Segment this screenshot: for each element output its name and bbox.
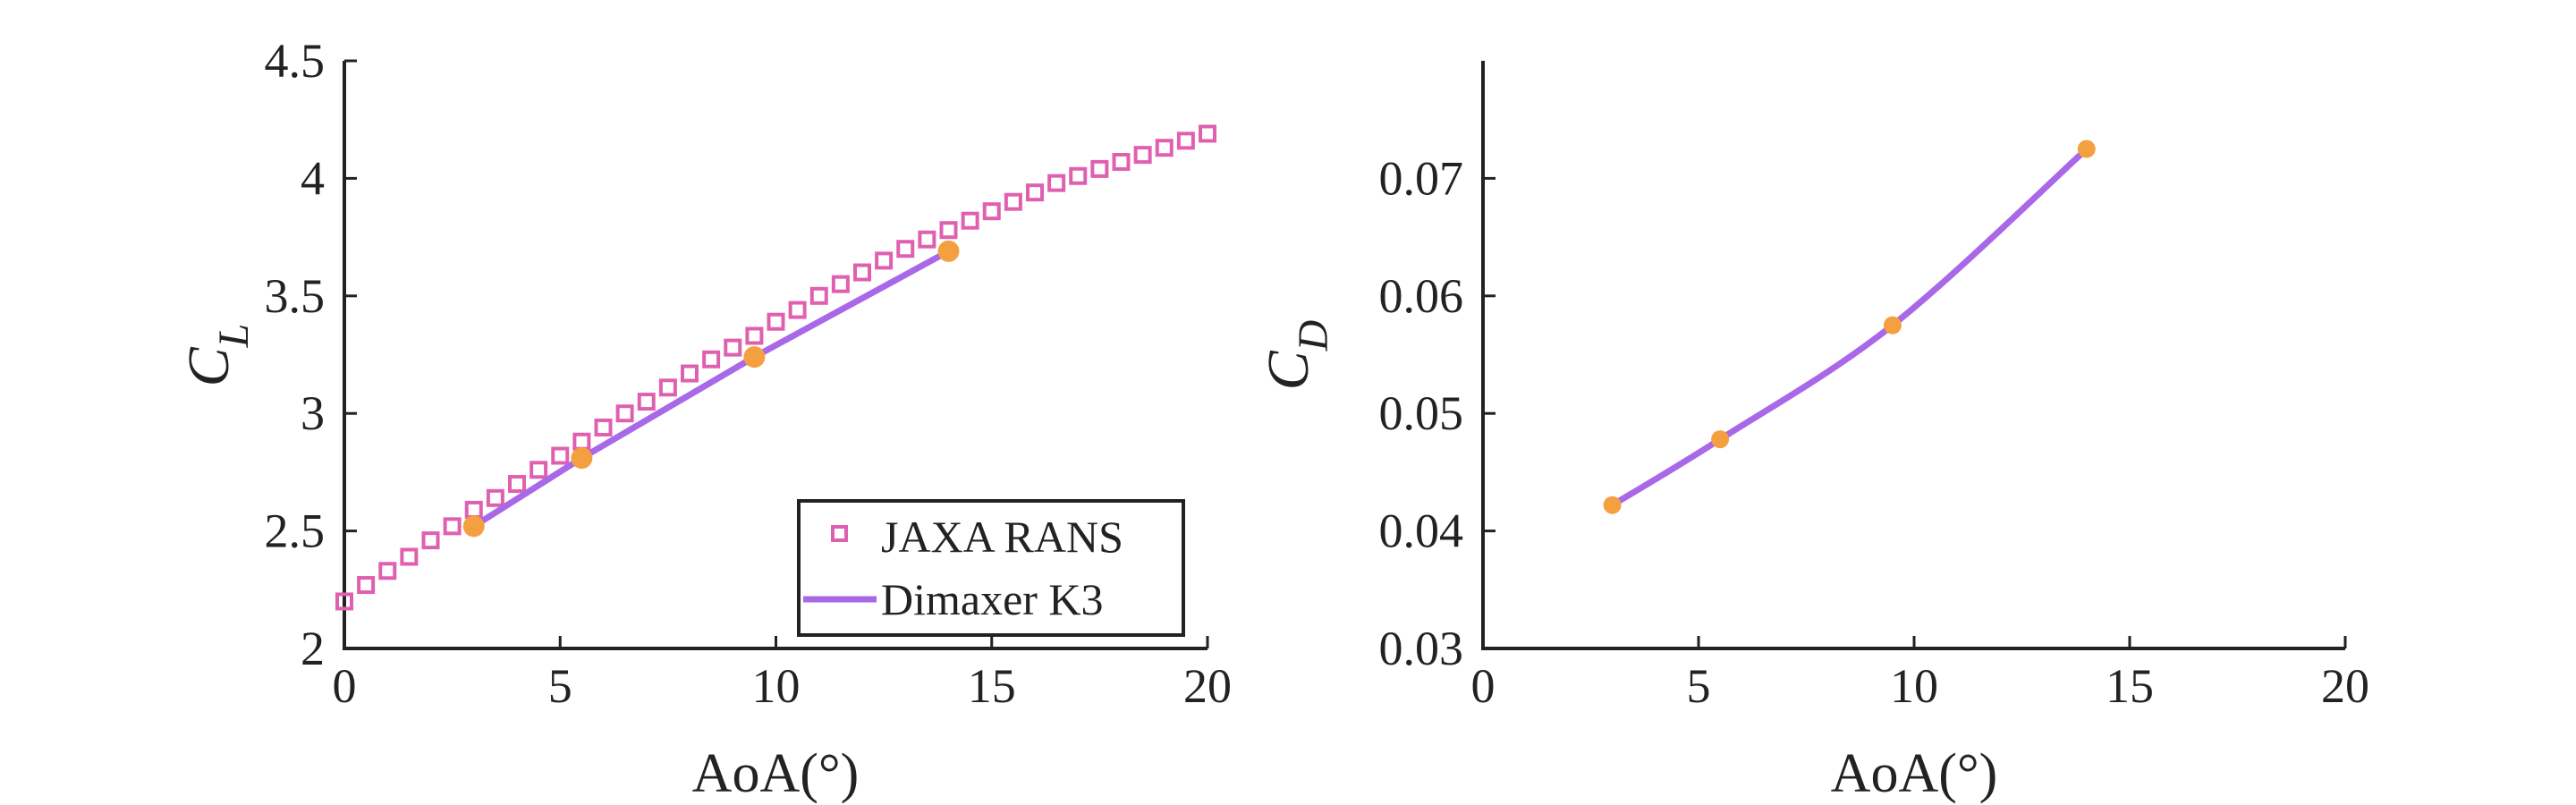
cl-y-tick-label: 2 [301, 622, 325, 675]
cd-chart: 0 5 10 15 20 0.03 0.04 0.05 0.06 0.07 AoA(°) CD [1256, 61, 2369, 804]
cl-x-tick-label: 15 [968, 659, 1016, 713]
jaxa-rans-point [1069, 166, 1088, 185]
cd-ticks: 0 5 10 15 20 0.03 0.04 0.05 0.06 0.07 [1379, 151, 2370, 713]
jaxa-rans-point [335, 592, 353, 611]
legend-rans-marker [831, 525, 848, 542]
jaxa-rans-point [809, 286, 828, 305]
cl-x-tick-label: 10 [752, 659, 801, 713]
jaxa-rans-point [1176, 131, 1195, 150]
cl-x-tick-label: 20 [1183, 659, 1232, 713]
jaxa-rans-point [681, 364, 699, 383]
jaxa-rans-point [1090, 159, 1109, 178]
cd-x-tick-label: 20 [2321, 659, 2369, 713]
jaxa-rans-point [1199, 124, 1216, 143]
cl-series-dimaxer-k3-points [462, 240, 960, 538]
cd-y-tick-label: 0.04 [1379, 504, 1464, 558]
dimaxer-k3-point [743, 346, 766, 369]
cl-y-tick-label: 3 [301, 386, 325, 440]
cd-y-tick-label: 0.07 [1379, 151, 1464, 205]
cl-x-tick-label: 0 [333, 659, 357, 713]
jaxa-rans-point [853, 263, 871, 282]
jaxa-rans-point [875, 251, 894, 270]
cl-legend: JAXA RANS Dimaxer K3 [797, 499, 1185, 637]
jaxa-rans-point [637, 393, 656, 411]
jaxa-rans-point [961, 211, 979, 230]
cl-x-axis-title: AoA(°) [692, 743, 860, 804]
jaxa-rans-point [1133, 146, 1152, 165]
dimaxer-k3-point [1711, 430, 1730, 449]
legend-box [797, 499, 1185, 637]
jaxa-rans-point [551, 446, 570, 465]
cd-x-tick-label: 5 [1687, 659, 1711, 713]
cl-x-tick-label: 5 [548, 659, 572, 713]
cl-y-tick-label: 4 [301, 151, 325, 205]
dimaxer-k3-point [462, 515, 485, 538]
cd-series-dimaxer-k3-points [1603, 140, 2096, 514]
jaxa-rans-point [724, 338, 742, 357]
cl-y-tick-label: 3.5 [265, 269, 326, 323]
jaxa-rans-point [464, 500, 483, 519]
cd-x-tick-label: 0 [1471, 659, 1496, 713]
dimaxer-k3-point [2077, 140, 2096, 158]
jaxa-rans-point [357, 576, 376, 595]
jaxa-rans-point [1026, 183, 1044, 202]
dimaxer-k3-point [937, 240, 960, 262]
jaxa-rans-point [1112, 153, 1131, 172]
jaxa-rans-point [572, 432, 591, 451]
legend-dimaxer-label: Dimaxer K3 [881, 574, 1104, 624]
jaxa-rans-point [486, 488, 504, 507]
cd-series-dimaxer-k3-line [1609, 146, 2090, 509]
jaxa-rans-point [658, 378, 677, 397]
cd-series [1603, 140, 2096, 514]
jaxa-rans-point [421, 531, 440, 550]
jaxa-rans-point [788, 301, 807, 319]
cd-y-tick-label: 0.06 [1379, 269, 1464, 323]
cd-x-tick-label: 15 [2106, 659, 2154, 713]
cl-series [335, 124, 1216, 611]
jaxa-rans-point [745, 326, 764, 345]
jaxa-rans-point [508, 475, 526, 494]
jaxa-rans-point [939, 221, 958, 240]
jaxa-rans-point [378, 562, 397, 580]
jaxa-rans-point [400, 547, 419, 566]
jaxa-rans-point [982, 202, 1001, 221]
jaxa-rans-point [615, 404, 634, 423]
dimaxer-k3-point [1603, 496, 1622, 514]
jaxa-rans-point [918, 230, 936, 249]
cd-y-tick-label: 0.03 [1379, 622, 1464, 675]
cd-x-axis-title: AoA(°) [1831, 743, 1998, 804]
jaxa-rans-point [594, 418, 613, 436]
jaxa-rans-point [1004, 192, 1022, 211]
dimaxer-k3-point [571, 447, 593, 470]
jaxa-rans-point [702, 350, 721, 369]
legend-rans-label: JAXA RANS [881, 512, 1123, 562]
cl-series-dimaxer-k3-line [470, 248, 952, 530]
cl-y-tick-label: 2.5 [265, 504, 326, 558]
cd-x-tick-label: 10 [1890, 659, 1938, 713]
jaxa-rans-point [1155, 139, 1174, 157]
cl-ticks: 0 5 10 15 20 2 2.5 3 3.5 4 4.5 [265, 34, 1233, 713]
jaxa-rans-point [831, 275, 850, 293]
cl-series-jaxa-rans [335, 124, 1216, 611]
cd-y-axis-title: CD [1256, 320, 1337, 391]
cd-y-tick-label: 0.05 [1379, 386, 1464, 440]
dimaxer-k3-point [1883, 316, 1902, 335]
jaxa-rans-point [530, 461, 548, 479]
jaxa-rans-point [443, 517, 462, 536]
cl-y-axis-title: CL [176, 324, 258, 387]
cl-chart: 0 5 10 15 20 2 2.5 3 3.5 4 4.5 AoA(°) CL JAXA RANS… [176, 34, 1232, 804]
cl-y-tick-label: 4.5 [265, 34, 326, 88]
jaxa-rans-point [896, 240, 915, 258]
jaxa-rans-point [767, 312, 785, 331]
jaxa-rans-point [1047, 174, 1066, 192]
